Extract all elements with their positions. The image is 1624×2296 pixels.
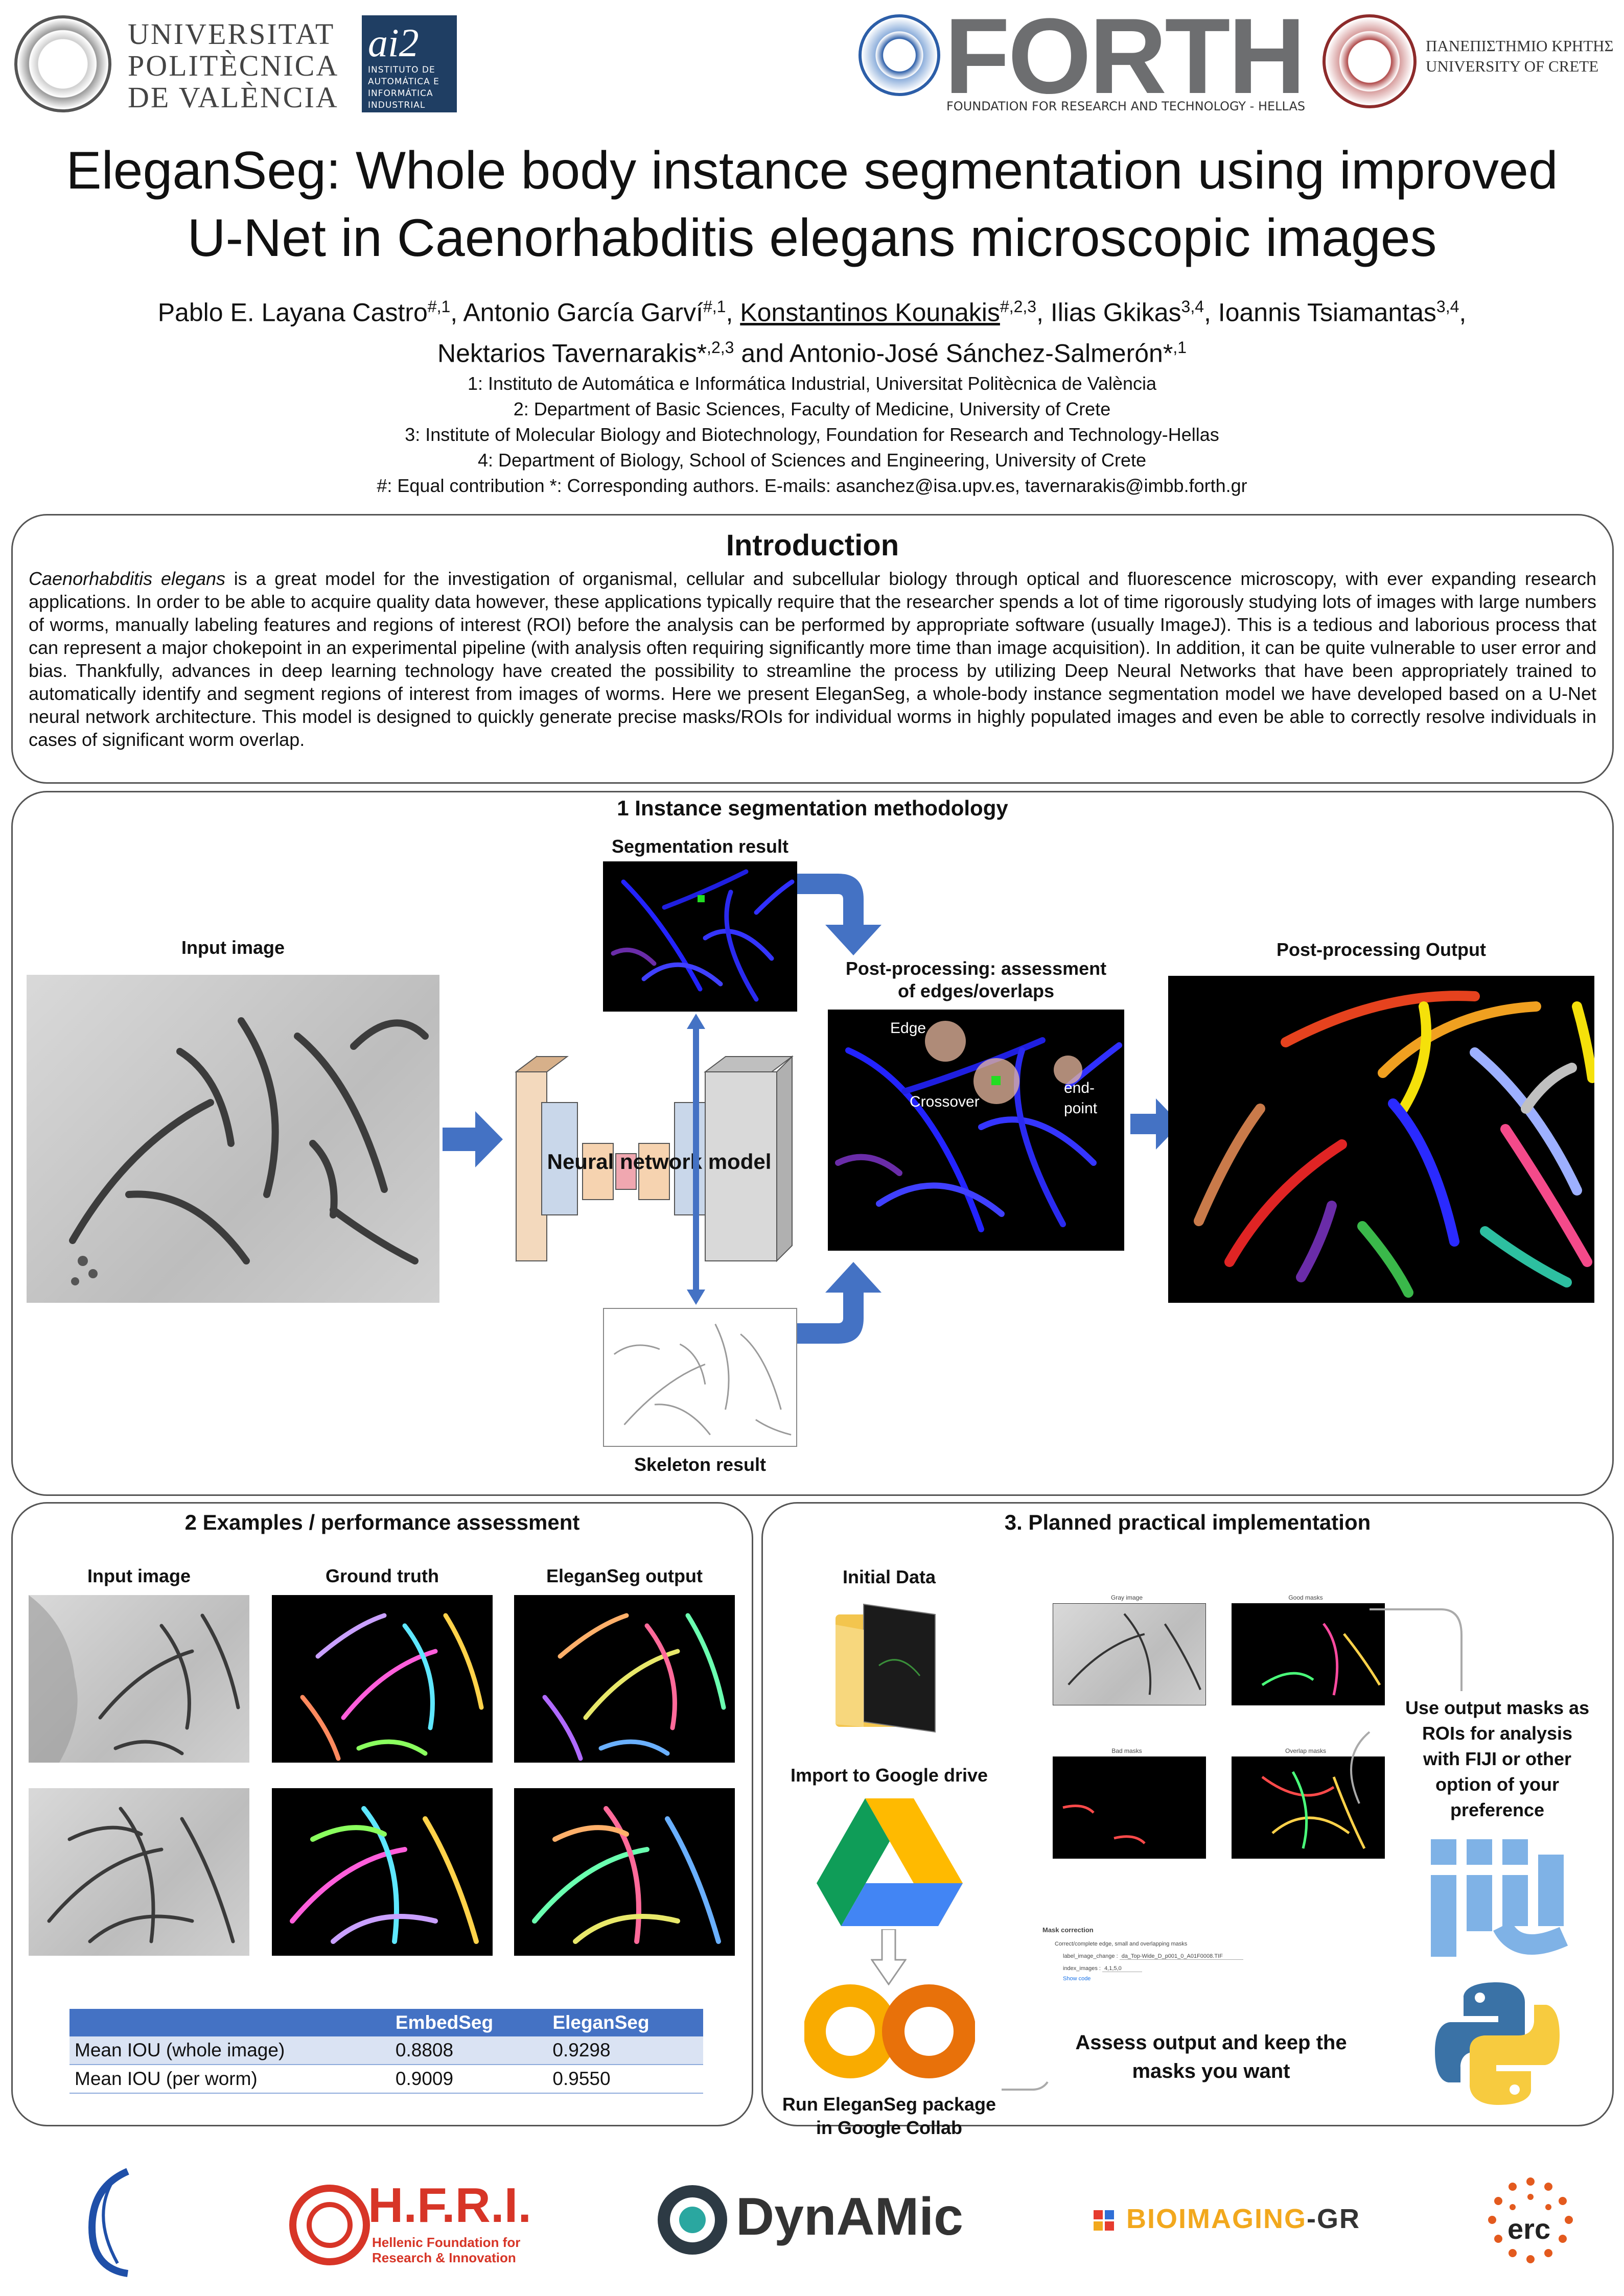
hfri-wordmark: H.F.R.I. [368, 2178, 532, 2233]
introduction-title: Introduction [726, 529, 899, 562]
bioimaging-wordmark: BIOIMAGING-GR [1126, 2204, 1360, 2234]
example-col-input-label: Input image [87, 1565, 191, 1586]
table-row: Mean IOU (whole image) 0.8808 0.9298 [69, 2036, 703, 2065]
eu-logo [88, 2168, 129, 2277]
flow-connector-lines [1002, 1608, 1463, 2091]
poster-title: EleganSeg: Whole body instance segmentat… [66, 141, 1558, 268]
arrow-skeleton-to-post [797, 1262, 881, 1344]
upv-seal-logo [14, 15, 111, 112]
post-processing-image [828, 1010, 1124, 1251]
index-images-input[interactable]: 4,1,5,0 [1102, 1965, 1142, 1972]
example2-ground-truth-image [272, 1788, 493, 1956]
import-drive-label: Import to Google drive [790, 1765, 988, 1786]
hfri-subtitle: Hellenic Foundation for Research & Innov… [372, 2235, 521, 2265]
example1-output-image [514, 1595, 735, 1763]
post-processing-output-image [1168, 976, 1594, 1303]
thumb-bad-masks: Bad masks [1042, 1747, 1211, 1870]
arrow-to-output [1130, 1098, 1180, 1150]
erc-emblem [1488, 2177, 1573, 2263]
fiji-icon [1431, 1839, 1568, 1957]
author-name: Antonio-José Sánchez-Salmerón* [789, 339, 1173, 368]
google-colab-icon [804, 1984, 975, 2078]
thumb-gray-image: Gray image [1042, 1594, 1211, 1717]
methodology-title: 1 Instance segmentation methodology [617, 796, 1008, 820]
assess-output-label: Assess output and keep the masks you wan… [1075, 2031, 1347, 2082]
crossover-tag: Crossover [910, 1093, 980, 1110]
affiliations: 1: Instituto de Automática e Informática… [377, 373, 1247, 496]
table-header-row: EmbedSeg EleganSeg [69, 2009, 703, 2036]
use-output-masks-label: Use output masks as ROIs for analysis wi… [1405, 1697, 1590, 1820]
google-drive-icon [817, 1798, 963, 1926]
author-name: Ioannis Tsiamantas [1218, 298, 1436, 327]
author-list: Pablo E. Layana Castro#,1, Antonio Garcí… [157, 297, 1467, 368]
ai2-logo: ai2 INSTITUTO DE AUTOMÁTICA E INFORMÁTIC… [362, 15, 457, 112]
skeleton-result-image [603, 1308, 797, 1447]
example2-output-image [514, 1788, 735, 1956]
example1-ground-truth-image [272, 1595, 493, 1763]
example-col-output-label: EleganSeg output [546, 1565, 703, 1586]
introduction-text: Caenorhabditis elegans is a great model … [29, 568, 1597, 750]
forth-subtitle: FOUNDATION FOR RESEARCH AND TECHNOLOGY -… [946, 99, 1306, 113]
edge-tag: Edge [890, 1020, 926, 1037]
segmentation-result-label: Segmentation result [611, 836, 789, 857]
initial-data-label: Initial Data [842, 1566, 936, 1587]
mask-correction-snippet: Mask correction Correct/complete edge, s… [1042, 1926, 1370, 2013]
author-name: Ilias Gkikas [1050, 298, 1181, 327]
arrow-seg-to-post [797, 874, 881, 955]
run-eleganseg-label: Run EleganSeg package in Google Collab [782, 2094, 996, 2138]
examples-title: 2 Examples / performance assessment [184, 1510, 580, 1534]
crete-seal-logo [1323, 14, 1417, 108]
hfri-emblem [289, 2185, 370, 2265]
thumb-overlap-masks: Overlap masks [1221, 1747, 1390, 1870]
implementation-title: 3. Planned practical implementation [1004, 1510, 1371, 1534]
erc-wordmark: erc [1507, 2213, 1551, 2245]
bioimaging-icon [1094, 2210, 1114, 2231]
endpoint-tag: end- point [1064, 1080, 1098, 1117]
author-name: Nektarios Tavernarakis* [437, 339, 707, 368]
input-image-label: Input image [181, 937, 285, 958]
python-icon [1435, 1982, 1560, 2105]
table-row: Mean IOU (per worm) 0.9009 0.9550 [69, 2065, 703, 2094]
forth-seal-logo [859, 14, 940, 96]
label-image-change-input[interactable]: da_Top-Wide_D_p001_0_A01F0008.TIF [1119, 1953, 1243, 1960]
example-col-gt-label: Ground truth [326, 1565, 439, 1586]
dynamic-emblem [658, 2185, 727, 2255]
introduction-panel [11, 514, 1614, 784]
crete-wordmark: ΠΑΝΕΠΙΣΤΗΜΙΟ ΚΡΗΤΗΣ UNIVERSITY OF CRETE [1426, 37, 1614, 75]
forth-wordmark: FORTH [944, 0, 1306, 116]
skeleton-result-label: Skeleton result [634, 1454, 767, 1475]
example2-input-image [29, 1788, 249, 1956]
thumb-good-masks: Good masks [1221, 1594, 1390, 1717]
upv-wordmark: UNIVERSITAT POLITÈCNICA DE VALÈNCIA [128, 17, 339, 114]
post-processing-label: Post-processing: assessment of edges/ove… [845, 958, 1107, 1001]
neural-network-diagram [515, 1055, 794, 1262]
drive-to-colab-arrow [871, 1929, 907, 1985]
neural-network-label: Neural network model [547, 1150, 772, 1174]
example1-input-image [29, 1595, 249, 1763]
dynamic-wordmark: DynAMic [736, 2187, 963, 2246]
vertical-double-arrow [687, 1014, 705, 1305]
show-code-link[interactable]: Show code [1063, 1976, 1091, 1982]
post-processing-output-label: Post-processing Output [1276, 939, 1486, 960]
author-name: Antonio García Garví [463, 298, 703, 327]
input-image [27, 975, 439, 1303]
arrow-to-network [443, 1111, 503, 1167]
author-name: Konstantinos Kounakis [740, 298, 1000, 327]
segmentation-result-image [603, 861, 797, 1012]
folder-icon [836, 1603, 936, 1733]
performance-table: EmbedSeg EleganSeg Mean IOU (whole image… [69, 2009, 703, 2094]
author-name: Pablo E. Layana Castro [157, 298, 428, 327]
